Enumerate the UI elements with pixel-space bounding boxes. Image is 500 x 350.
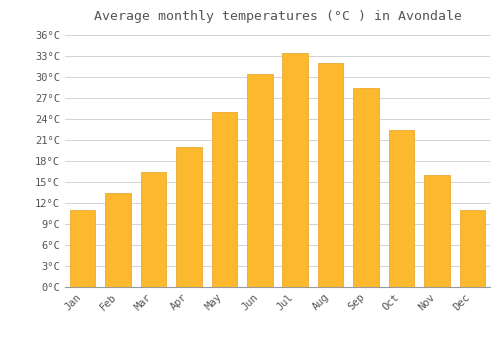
Bar xyxy=(176,147,202,287)
Bar xyxy=(460,210,485,287)
Bar xyxy=(70,210,96,287)
Title: Average monthly temperatures (°C ) in Avondale: Average monthly temperatures (°C ) in Av… xyxy=(94,10,462,23)
Bar xyxy=(106,193,131,287)
Bar xyxy=(141,172,167,287)
Bar xyxy=(354,88,379,287)
Bar xyxy=(247,74,272,287)
Bar xyxy=(318,63,344,287)
Bar xyxy=(388,130,414,287)
Bar xyxy=(424,175,450,287)
Bar xyxy=(282,52,308,287)
Bar xyxy=(212,112,237,287)
